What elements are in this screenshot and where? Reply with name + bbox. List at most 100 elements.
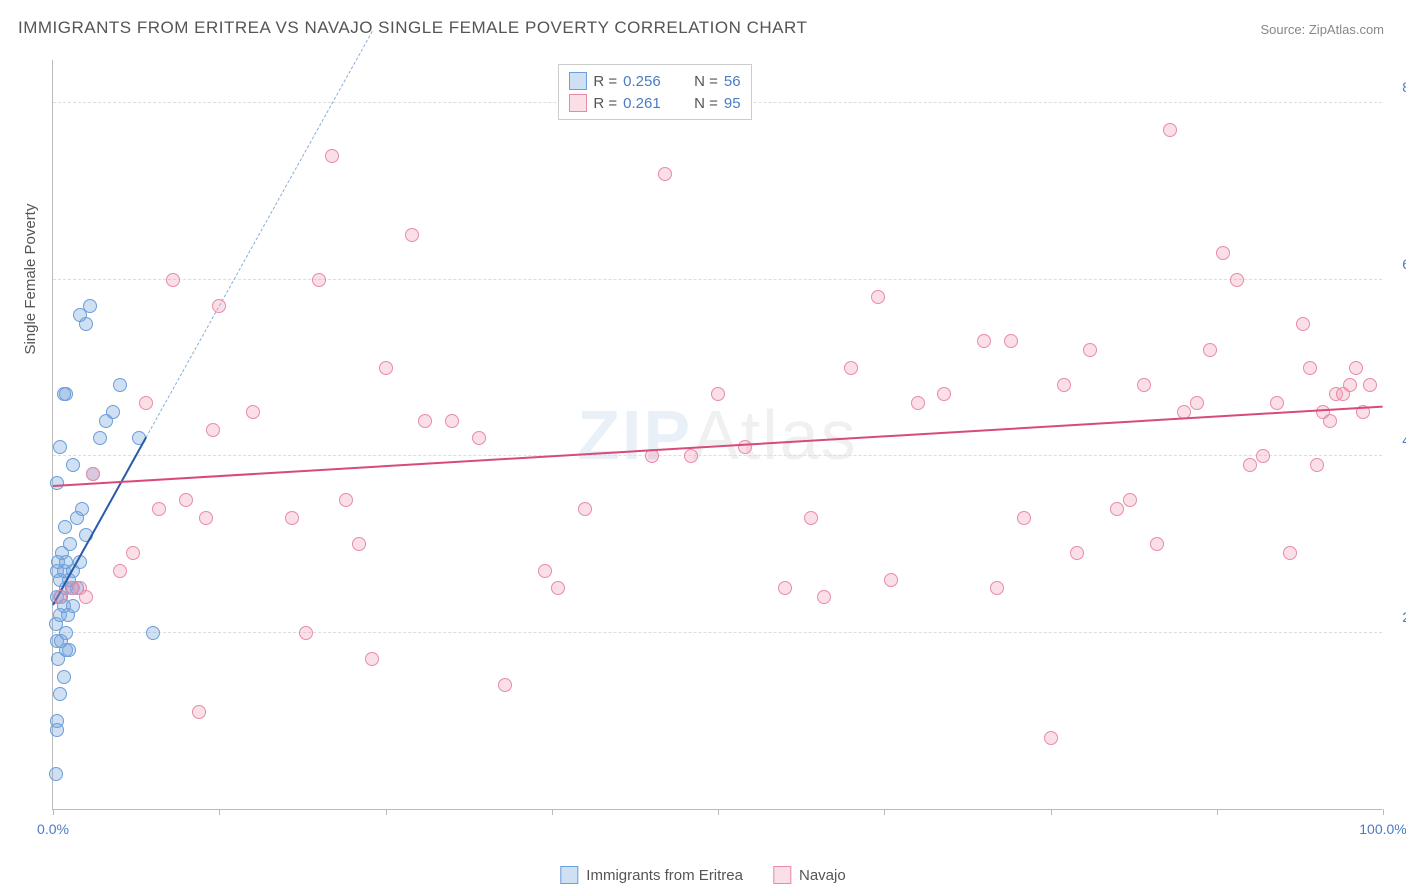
- data-point-eritrea: [66, 599, 80, 613]
- data-point-navajo: [711, 387, 725, 401]
- data-point-navajo: [684, 449, 698, 463]
- data-point-navajo: [1110, 502, 1124, 516]
- data-point-navajo: [1296, 317, 1310, 331]
- data-point-eritrea: [49, 767, 63, 781]
- n-label: N =: [694, 95, 718, 112]
- data-point-navajo: [1163, 123, 1177, 137]
- data-point-navajo: [1057, 378, 1071, 392]
- legend-stats-row: R = 0.256N = 56: [569, 70, 740, 92]
- watermark-rest: Atlas: [692, 396, 858, 474]
- data-point-eritrea: [53, 440, 67, 454]
- legend-item-navajo: Navajo: [773, 866, 846, 884]
- data-point-navajo: [1083, 343, 1097, 357]
- x-tick: [1051, 809, 1052, 815]
- x-tick: [219, 809, 220, 815]
- r-value: 0.256: [623, 73, 673, 90]
- x-tick: [53, 809, 54, 815]
- data-point-navajo: [1303, 361, 1317, 375]
- data-point-navajo: [871, 290, 885, 304]
- data-point-navajo: [1343, 378, 1357, 392]
- data-point-navajo: [884, 573, 898, 587]
- data-point-navajo: [1044, 731, 1058, 745]
- data-point-navajo: [1004, 334, 1018, 348]
- watermark: ZIPAtlas: [577, 395, 858, 475]
- data-point-navajo: [192, 705, 206, 719]
- data-point-navajo: [199, 511, 213, 525]
- data-point-eritrea: [83, 299, 97, 313]
- data-point-navajo: [79, 590, 93, 604]
- n-value: 56: [724, 73, 741, 90]
- data-point-navajo: [977, 334, 991, 348]
- data-point-navajo: [1363, 378, 1377, 392]
- data-point-navajo: [1203, 343, 1217, 357]
- data-point-navajo: [53, 590, 67, 604]
- legend-label: Navajo: [799, 867, 846, 884]
- data-point-navajo: [139, 396, 153, 410]
- data-point-eritrea: [113, 378, 127, 392]
- x-tick-label: 100.0%: [1359, 821, 1406, 837]
- data-point-navajo: [113, 564, 127, 578]
- data-point-navajo: [379, 361, 393, 375]
- data-point-navajo: [352, 537, 366, 551]
- data-point-navajo: [1190, 396, 1204, 410]
- data-point-navajo: [1256, 449, 1270, 463]
- data-point-eritrea: [53, 687, 67, 701]
- r-label: R =: [593, 73, 617, 90]
- trend-line: [146, 32, 373, 438]
- x-tick: [1217, 809, 1218, 815]
- swatch-eritrea: [569, 72, 587, 90]
- data-point-eritrea: [63, 537, 77, 551]
- data-point-navajo: [1310, 458, 1324, 472]
- data-point-navajo: [166, 273, 180, 287]
- data-point-eritrea: [66, 458, 80, 472]
- data-point-navajo: [325, 149, 339, 163]
- y-tick-label: 20.0%: [1387, 609, 1406, 625]
- data-point-navajo: [212, 299, 226, 313]
- x-tick: [1383, 809, 1384, 815]
- n-value: 95: [724, 95, 741, 112]
- x-tick: [552, 809, 553, 815]
- data-point-navajo: [817, 590, 831, 604]
- gridline: [53, 632, 1382, 633]
- data-point-eritrea: [93, 431, 107, 445]
- y-axis-title: Single Female Poverty: [22, 204, 39, 355]
- y-tick-label: 40.0%: [1387, 432, 1406, 448]
- data-point-navajo: [1349, 361, 1363, 375]
- data-point-navajo: [418, 414, 432, 428]
- data-point-navajo: [990, 581, 1004, 595]
- data-point-eritrea: [58, 520, 72, 534]
- data-point-eritrea: [146, 626, 160, 640]
- data-point-navajo: [312, 273, 326, 287]
- plot-area: ZIPAtlas 20.0%40.0%60.0%80.0%0.0%100.0% …: [52, 60, 1382, 810]
- legend-label: Immigrants from Eritrea: [586, 867, 743, 884]
- data-point-eritrea: [50, 714, 64, 728]
- data-point-navajo: [246, 405, 260, 419]
- data-point-eritrea: [57, 387, 71, 401]
- data-point-navajo: [778, 581, 792, 595]
- data-point-navajo: [538, 564, 552, 578]
- data-point-navajo: [658, 167, 672, 181]
- data-point-navajo: [179, 493, 193, 507]
- source-label: Source: ZipAtlas.com: [1260, 22, 1384, 37]
- data-point-navajo: [1230, 273, 1244, 287]
- data-point-navajo: [551, 581, 565, 595]
- data-point-navajo: [472, 431, 486, 445]
- data-point-navajo: [339, 493, 353, 507]
- data-point-navajo: [86, 467, 100, 481]
- legend-stats: R = 0.256N = 56 R = 0.261 N = 95: [558, 64, 751, 120]
- x-tick: [386, 809, 387, 815]
- data-point-navajo: [1137, 378, 1151, 392]
- r-value: 0.261: [623, 95, 673, 112]
- watermark-bold: ZIP: [577, 396, 692, 474]
- swatch-eritrea: [560, 866, 578, 884]
- data-point-navajo: [299, 626, 313, 640]
- data-point-navajo: [1323, 414, 1337, 428]
- data-point-navajo: [1243, 458, 1257, 472]
- data-point-navajo: [365, 652, 379, 666]
- data-point-navajo: [206, 423, 220, 437]
- data-point-navajo: [937, 387, 951, 401]
- data-point-navajo: [1270, 396, 1284, 410]
- x-tick: [718, 809, 719, 815]
- data-point-navajo: [911, 396, 925, 410]
- data-point-eritrea: [106, 405, 120, 419]
